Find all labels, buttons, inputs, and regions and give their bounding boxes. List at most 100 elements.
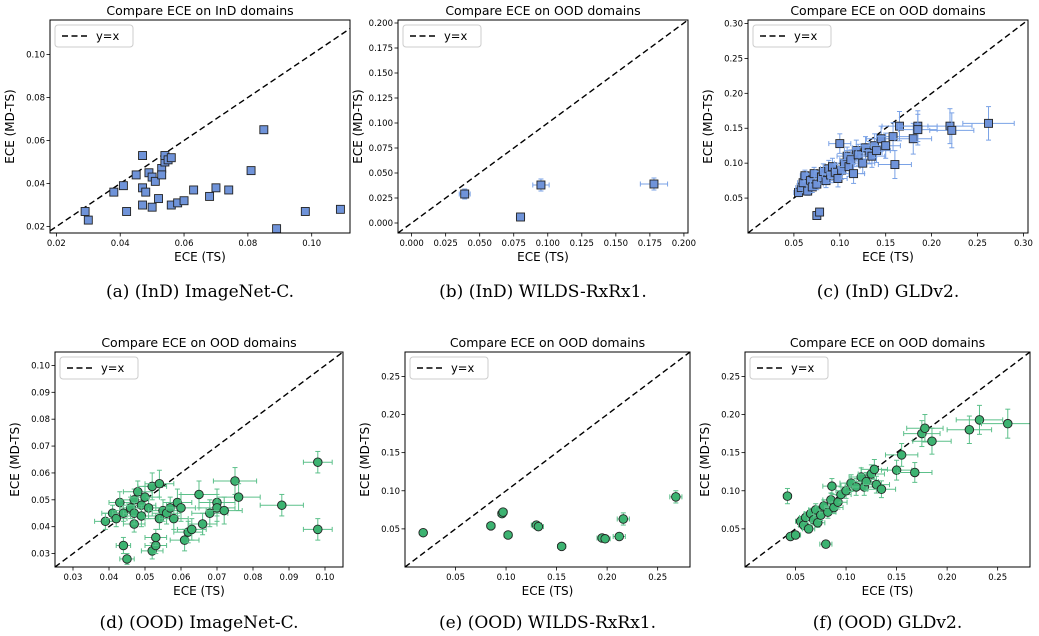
x-tick-label: 0.10: [830, 239, 849, 249]
subfigure-caption: (f) (OOD) GLDv2.: [813, 613, 962, 633]
y-tick-label: 0.05: [381, 525, 400, 535]
x-tick-label: 0.04: [111, 239, 130, 249]
data-point: [897, 462, 933, 483]
plot-frame: [397, 19, 689, 234]
x-tick-label: 0.25: [648, 573, 667, 583]
data-point: [980, 408, 1030, 439]
data-point: [166, 493, 196, 522]
data-point: [498, 507, 508, 517]
chart-title: Compare ECE on OOD domains: [450, 335, 645, 350]
data-point: [884, 442, 919, 467]
data-point: [147, 202, 157, 212]
data-point: [246, 166, 256, 176]
data-point: [122, 207, 132, 216]
data-point: [669, 490, 683, 504]
y-tick-label: 0.150: [369, 69, 393, 79]
y-tick-label: 0.125: [369, 94, 393, 104]
data-point: [259, 125, 269, 135]
data-point: [162, 488, 193, 517]
y-tick-label: 0.025: [369, 194, 393, 204]
x-tick-label: 0.20: [922, 239, 941, 249]
plot-frame: [49, 19, 351, 234]
data-point: [532, 521, 544, 532]
y-tick-label: 0.15: [724, 124, 743, 134]
data-point: [822, 478, 842, 495]
data-point: [179, 196, 189, 206]
plot-frame: [54, 351, 344, 568]
x-tick-label: 0.000: [399, 239, 423, 249]
data-point: [335, 204, 345, 214]
x-tick-label: 0.10: [316, 573, 335, 583]
y-tick-label: 0.10: [26, 50, 45, 60]
x-tick-label: 0.05: [784, 239, 803, 249]
y-axis-label: ECE (MD-TS): [351, 89, 365, 164]
x-axis-label: ECE (TS): [174, 250, 226, 264]
data-point: [119, 553, 135, 565]
identity-line: [745, 352, 1030, 567]
identity-line: [50, 28, 350, 232]
y-axis-label: ECE (MD-TS): [3, 89, 17, 164]
data-point: [259, 493, 304, 517]
legend-label: y=x: [444, 29, 467, 43]
data-point: [131, 170, 141, 180]
data-point: [109, 187, 119, 197]
x-tick-label: 0.06: [175, 239, 194, 249]
data-point: [80, 207, 90, 216]
subfigure-caption: (c) (InD) GLDv2.: [817, 282, 959, 302]
data-point: [205, 191, 215, 201]
y-tick-label: 0.02: [26, 223, 45, 233]
y-tick-label: 0.06: [26, 136, 45, 146]
data-point: [126, 504, 157, 528]
x-tick-label: 0.050: [468, 239, 492, 249]
x-tick-label: 0.20: [598, 573, 617, 583]
data-point: [180, 480, 218, 509]
y-tick-label: 0.100: [369, 119, 393, 129]
x-tick-label: 0.15: [876, 239, 895, 249]
x-tick-label: 0.09: [280, 573, 299, 583]
data-point: [894, 122, 933, 155]
y-tick-label: 0.15: [721, 449, 740, 459]
data-point: [166, 153, 176, 163]
data-point: [140, 542, 164, 560]
data-point: [176, 518, 207, 541]
x-tick-label: 0.05: [446, 573, 465, 583]
subfigure-caption: (d) (OOD) ImageNet-C.: [100, 613, 299, 633]
y-tick-label: 0.200: [369, 19, 393, 29]
data-point: [639, 177, 669, 191]
chart-panel-1: Compare ECE on InD domains 0.02 0.04 0.06 0.…: [3, 3, 351, 302]
y-tick-label: 0.08: [26, 93, 45, 103]
data-point: [906, 414, 944, 443]
x-tick-label: 0.25: [968, 239, 987, 249]
legend-label: y=x: [451, 361, 474, 375]
data-point: [189, 185, 199, 195]
data-point: [302, 518, 333, 541]
legend: y=x: [54, 24, 134, 48]
x-tick-label: 0.08: [238, 239, 257, 249]
data-point: [272, 224, 282, 233]
data-point: [802, 524, 816, 534]
x-tick-label: 0.08: [244, 573, 263, 583]
x-tick-label: 0.02: [47, 239, 66, 249]
data-point: [612, 531, 626, 542]
data-point: [819, 539, 833, 549]
y-tick-label: 0.20: [381, 411, 400, 421]
data-point: [158, 507, 189, 530]
plot-frame: [747, 19, 1029, 234]
y-tick-label: 0.05: [724, 194, 743, 204]
data-point: [300, 207, 310, 216]
x-tick-label: 0.20: [938, 573, 957, 583]
legend: y=x: [749, 356, 829, 380]
x-axis-label: ECE (TS): [522, 584, 574, 598]
x-axis-label: ECE (TS): [862, 250, 914, 264]
x-tick-label: 0.075: [502, 239, 526, 249]
chart-title: Compare ECE on InD domains: [106, 3, 293, 18]
x-tick-label: 0.15: [547, 573, 566, 583]
x-tick-label: 0.125: [570, 239, 594, 249]
x-tick-label: 0.10: [302, 239, 321, 249]
chart-title: Compare ECE on OOD domains: [101, 335, 296, 350]
plot-frame: [744, 351, 1031, 568]
y-tick-label: 0.05: [721, 525, 740, 535]
y-tick-label: 0.06: [31, 469, 50, 479]
y-tick-label: 0.000: [369, 219, 393, 229]
identity-line: [405, 352, 690, 567]
